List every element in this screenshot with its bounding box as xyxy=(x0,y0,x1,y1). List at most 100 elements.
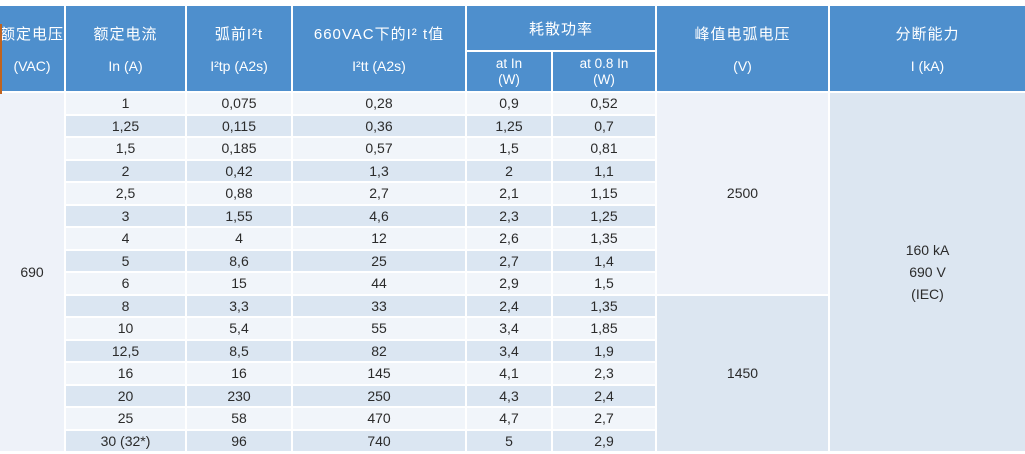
cell-i2tp: 230 xyxy=(187,385,291,406)
header-power-at-08in-label: at 0.8 In xyxy=(579,55,629,71)
cell-p-08: 2,7 xyxy=(553,408,655,429)
cell-p-in: 5 xyxy=(467,430,551,451)
cell-p-in: 2,1 xyxy=(467,183,551,204)
cell-p-in: 3,4 xyxy=(467,340,551,361)
header-rated-current-cn: 额定电流 xyxy=(93,26,158,43)
header-prearc-i2t-unit: I²tp (A2s) xyxy=(210,58,268,74)
cell-i2tp: 16 xyxy=(187,363,291,384)
header-power-at-08in: at 0.8 In (W) xyxy=(553,52,655,91)
header-total-i2t-unit: I²tt (A2s) xyxy=(352,58,406,74)
cell-breaking-capacity-merged: 160 kA 690 V (IEC) xyxy=(830,93,1025,451)
cell-in: 6 xyxy=(66,273,185,294)
cell-p-in: 4,3 xyxy=(467,385,551,406)
breaking-capacity-line2: 690 V xyxy=(909,264,946,280)
cell-in: 1 xyxy=(66,93,185,114)
cell-in: 8 xyxy=(66,295,185,316)
header-total-i2t-cn: 660VAC下的I² t值 xyxy=(313,26,445,43)
cell-p-08: 1,9 xyxy=(553,340,655,361)
header-power-at-in-unit: (W) xyxy=(498,71,520,87)
cell-p-in: 2,9 xyxy=(467,273,551,294)
cell-i2tp: 58 xyxy=(187,408,291,429)
cell-p-08: 0,7 xyxy=(553,115,655,136)
cell-p-in: 3,4 xyxy=(467,318,551,339)
cell-p-in: 2,3 xyxy=(467,205,551,226)
cell-p-in: 1,25 xyxy=(467,115,551,136)
header-rated-current: 额定电流 In (A) xyxy=(66,6,185,91)
cell-p-in: 4,7 xyxy=(467,408,551,429)
cell-p-08: 1,25 xyxy=(553,205,655,226)
left-edge-marker xyxy=(0,24,2,94)
cell-i2tt: 25 xyxy=(293,250,465,271)
cell-i2tp: 1,55 xyxy=(187,205,291,226)
cell-rated-voltage-merged: 690 xyxy=(0,93,64,451)
cell-in: 5 xyxy=(66,250,185,271)
cell-p-08: 2,3 xyxy=(553,363,655,384)
cell-i2tt: 0,36 xyxy=(293,115,465,136)
cell-in: 3 xyxy=(66,205,185,226)
header-power-at-in: at In (W) xyxy=(467,52,553,91)
cell-p-in: 2,7 xyxy=(467,250,551,271)
header-power-at-08in-unit: (W) xyxy=(593,71,615,87)
cell-i2tp: 0,185 xyxy=(187,138,291,159)
cell-p-08: 1,35 xyxy=(553,228,655,249)
header-breaking-capacity-cn: 分断能力 xyxy=(895,26,960,43)
peak-arc-voltage-group2-value: 1450 xyxy=(726,365,759,382)
cell-p-in: 2,6 xyxy=(467,228,551,249)
cell-i2tt: 470 xyxy=(293,408,465,429)
cell-i2tp: 15 xyxy=(187,273,291,294)
breaking-capacity-line1: 160 kA xyxy=(905,242,950,258)
cell-p-08: 0,52 xyxy=(553,93,655,114)
cell-i2tt: 0,57 xyxy=(293,138,465,159)
cell-p-08: 1,35 xyxy=(553,295,655,316)
cell-i2tp: 8,6 xyxy=(187,250,291,271)
header-peak-arc-voltage-cn: 峰值电弧电压 xyxy=(694,26,791,43)
header-rated-voltage: 额定电压 (VAC) xyxy=(0,6,64,91)
header-breaking-capacity: 分断能力 I (kA) xyxy=(830,6,1025,91)
rated-voltage-value: 690 xyxy=(20,264,44,280)
cell-p-08: 1,1 xyxy=(553,160,655,181)
cell-i2tp: 0,115 xyxy=(187,115,291,136)
header-power-at-in-label: at In xyxy=(495,55,523,71)
cell-i2tp: 4 xyxy=(187,228,291,249)
specification-table: 额定电压 (VAC) 额定电流 In (A) 弧前I²t I²tp (A2s) … xyxy=(0,6,1025,451)
cell-i2tt: 82 xyxy=(293,340,465,361)
header-rated-voltage-cn: 额定电压 xyxy=(0,26,65,43)
header-peak-arc-voltage: 峰值电弧电压 (V) xyxy=(657,6,828,91)
cell-i2tt: 4,6 xyxy=(293,205,465,226)
cell-p-in: 2 xyxy=(467,160,551,181)
cell-i2tt: 55 xyxy=(293,318,465,339)
cell-in: 1,5 xyxy=(66,138,185,159)
cell-i2tp: 0,075 xyxy=(187,93,291,114)
cell-in: 4 xyxy=(66,228,185,249)
cell-p-08: 2,9 xyxy=(553,430,655,451)
cell-in: 20 xyxy=(66,385,185,406)
cell-i2tt: 250 xyxy=(293,385,465,406)
peak-arc-voltage-group1-value: 2500 xyxy=(726,185,759,202)
cell-i2tp: 96 xyxy=(187,430,291,451)
breaking-capacity-line3: (IEC) xyxy=(911,286,944,302)
cell-in: 25 xyxy=(66,408,185,429)
cell-in: 10 xyxy=(66,318,185,339)
cell-peak-arc-voltage-group1: 2500 xyxy=(657,93,828,294)
cell-p-in: 1,5 xyxy=(467,138,551,159)
cell-p-in: 4,1 xyxy=(467,363,551,384)
cell-in: 30 (32*) xyxy=(66,430,185,451)
cell-i2tt: 2,7 xyxy=(293,183,465,204)
cell-p-08: 0,81 xyxy=(553,138,655,159)
cell-p-in: 2,4 xyxy=(467,295,551,316)
cell-i2tp: 0,42 xyxy=(187,160,291,181)
header-prearc-i2t-cn: 弧前I²t xyxy=(214,26,264,43)
cell-in: 1,25 xyxy=(66,115,185,136)
cell-i2tt: 44 xyxy=(293,273,465,294)
header-peak-arc-voltage-unit: (V) xyxy=(733,58,752,74)
cell-in: 12,5 xyxy=(66,340,185,361)
cell-p-08: 1,85 xyxy=(553,318,655,339)
cell-i2tp: 5,4 xyxy=(187,318,291,339)
cell-peak-arc-voltage-group2: 1450 xyxy=(657,295,828,451)
header-power-dissipation: 耗散功率 at In (W) at 0.8 In (W) xyxy=(467,6,655,91)
header-breaking-capacity-unit: I (kA) xyxy=(910,58,945,74)
header-power-subrow: at In (W) at 0.8 In (W) xyxy=(467,52,655,91)
header-rated-current-unit: In (A) xyxy=(108,58,143,74)
cell-i2tt: 0,28 xyxy=(293,93,465,114)
